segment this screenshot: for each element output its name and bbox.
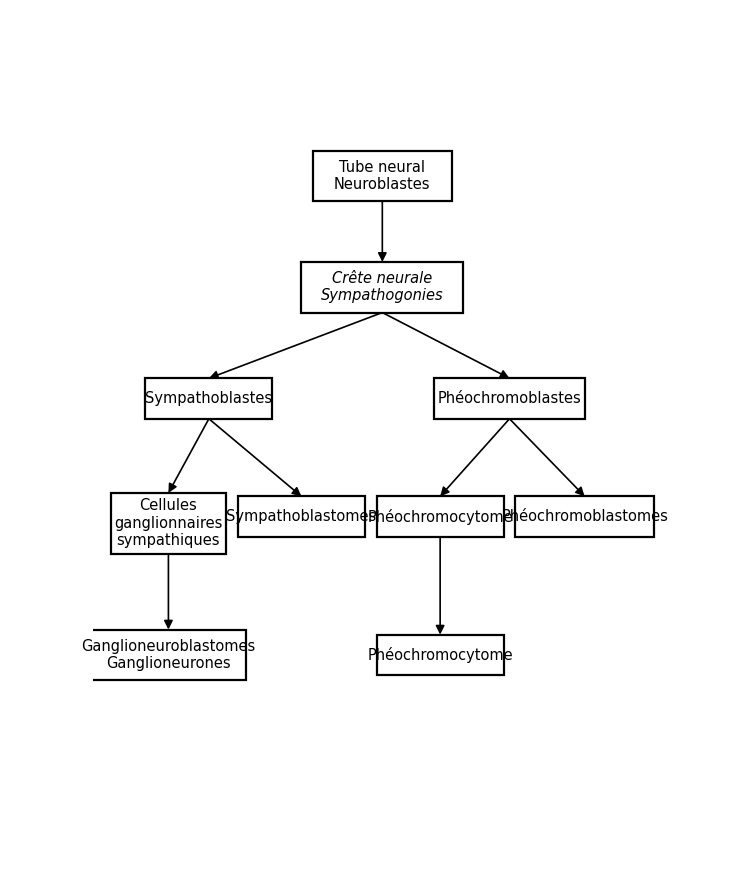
FancyBboxPatch shape [90,630,246,680]
Text: Tube neural
Neuroblastes: Tube neural Neuroblastes [334,159,430,192]
FancyBboxPatch shape [238,497,365,537]
FancyBboxPatch shape [110,493,226,554]
Text: Ganglioneuroblastomes
Ganglioneurones: Ganglioneuroblastomes Ganglioneurones [81,639,256,671]
Text: Phéochromocytome: Phéochromocytome [367,646,513,663]
FancyBboxPatch shape [145,378,272,419]
Text: Phéochromoblastomes: Phéochromoblastomes [501,509,668,524]
Text: Sympathoblastomes: Sympathoblastomes [226,509,377,524]
FancyBboxPatch shape [313,151,451,201]
Text: Cellules
ganglionnaires
sympathiques: Cellules ganglionnaires sympathiques [114,498,222,548]
Text: Phéochromoblastes: Phéochromoblastes [438,391,581,406]
Text: Crête neurale
Sympathogonies: Crête neurale Sympathogonies [321,271,444,303]
Text: Phéochromocytome: Phéochromocytome [367,509,513,525]
FancyBboxPatch shape [301,262,463,313]
FancyBboxPatch shape [434,378,585,419]
Text: Sympathoblastes: Sympathoblastes [145,391,272,406]
FancyBboxPatch shape [377,497,504,537]
FancyBboxPatch shape [515,497,654,537]
FancyBboxPatch shape [377,634,504,675]
